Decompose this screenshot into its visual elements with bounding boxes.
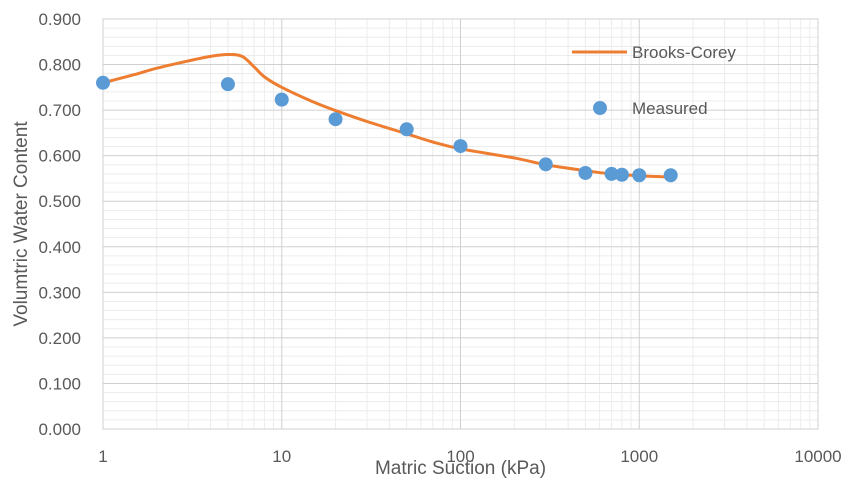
x-tick-label: 100	[446, 447, 474, 466]
plot-area	[102, 18, 819, 430]
y-axis-ticks: 0.000 0.100 0.200 0.300 0.400 0.500 0.600 0.700…	[38, 10, 81, 439]
plot-border	[102, 18, 819, 430]
y-tick-label: 0.700	[38, 101, 81, 120]
data-point-measured	[663, 168, 678, 183]
y-tick-label: 0.200	[38, 329, 81, 348]
y-axis-title: Volumtric Water Content	[11, 121, 32, 327]
data-point-measured	[96, 75, 110, 90]
y-tick-label: 0.300	[38, 283, 81, 302]
legend-label: Measured	[632, 99, 708, 118]
y-tick-label: 0.100	[38, 374, 81, 393]
data-point-measured	[538, 157, 553, 172]
legend-label: Brooks-Corey	[632, 43, 736, 62]
data-point-measured	[453, 139, 468, 154]
y-tick-label: 0.000	[38, 420, 81, 439]
y-tick-label: 0.500	[38, 192, 81, 211]
series-layer	[96, 53, 678, 183]
y-tick-label: 0.800	[38, 56, 81, 75]
data-point-measured	[328, 112, 343, 127]
x-tick-label: 10000	[794, 447, 841, 466]
data-point-measured	[614, 167, 629, 182]
legend-swatch-measured	[593, 101, 607, 115]
data-point-measured	[632, 168, 647, 183]
data-point-measured	[220, 77, 235, 92]
y-tick-label: 0.400	[38, 238, 81, 257]
y-tick-label: 0.900	[38, 10, 81, 29]
x-tick-label: 1000	[620, 447, 658, 466]
series-line-brooks-corey	[101, 53, 673, 179]
data-point-measured	[604, 166, 619, 181]
data-point-measured	[274, 92, 289, 107]
data-point-measured	[399, 122, 414, 137]
data-point-measured	[578, 165, 593, 180]
x-tick-label: 1	[98, 447, 107, 466]
x-axis-title: Matric Suction (kPa)	[375, 458, 546, 479]
x-axis-ticks: 1 10 100 1000 10000	[98, 447, 841, 466]
y-tick-label: 0.600	[38, 147, 81, 166]
legend: Brooks-Corey Measured	[572, 43, 736, 118]
x-tick-label: 10	[272, 447, 291, 466]
